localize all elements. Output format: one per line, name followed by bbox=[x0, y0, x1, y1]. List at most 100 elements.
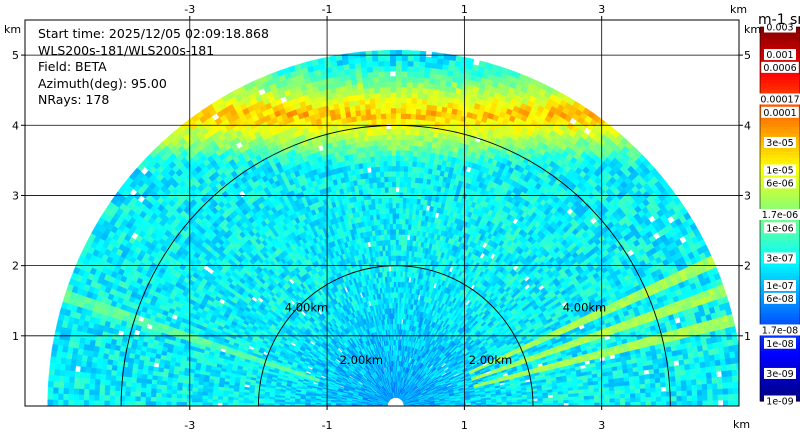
radar-cell bbox=[716, 376, 723, 384]
radar-cell bbox=[669, 375, 677, 382]
radar-cell bbox=[629, 388, 636, 394]
radar-cell bbox=[701, 383, 708, 390]
radar-cell bbox=[660, 381, 667, 388]
radar-cell bbox=[629, 384, 636, 390]
radar-cell bbox=[664, 371, 671, 378]
radar-cell bbox=[635, 397, 642, 402]
radar-cell bbox=[527, 398, 533, 402]
radar-cell bbox=[511, 401, 518, 405]
radar-cell bbox=[624, 397, 631, 403]
radar-cell bbox=[727, 387, 734, 395]
radar-cell bbox=[609, 397, 616, 403]
radar-cell bbox=[588, 391, 595, 396]
radar-cell bbox=[665, 390, 672, 397]
radar-cell bbox=[698, 355, 705, 363]
radar-cell bbox=[609, 394, 616, 399]
radar-cell bbox=[635, 392, 641, 398]
radar-cell bbox=[552, 397, 559, 401]
radar-cell bbox=[583, 395, 590, 400]
radar-cell bbox=[654, 377, 661, 384]
radar-cell bbox=[659, 376, 666, 383]
radar-cell bbox=[633, 375, 640, 381]
radar-cell bbox=[655, 396, 662, 402]
radar-cell bbox=[694, 362, 701, 369]
radar-cell bbox=[727, 393, 734, 401]
radar-cell bbox=[573, 392, 580, 397]
radar-cell bbox=[619, 389, 626, 395]
radar-cell bbox=[568, 399, 575, 404]
radar-cell bbox=[660, 391, 667, 397]
radar-cell bbox=[655, 386, 662, 393]
radar-cell bbox=[675, 380, 682, 387]
radar-cell bbox=[680, 379, 687, 386]
radar-cell bbox=[650, 391, 657, 398]
radar-cell bbox=[609, 390, 616, 395]
radar-cell bbox=[678, 364, 686, 371]
radar-cell bbox=[573, 399, 580, 404]
radar-cell bbox=[614, 401, 621, 406]
radar-cell bbox=[542, 400, 549, 404]
radar-cell bbox=[681, 390, 688, 397]
radar-cell bbox=[684, 368, 691, 376]
radar-cell bbox=[625, 401, 631, 406]
radar-cell bbox=[732, 337, 739, 346]
radar-cell bbox=[547, 397, 554, 401]
radar-cell bbox=[671, 400, 678, 406]
radar-cell bbox=[680, 374, 687, 381]
radar-cell bbox=[731, 375, 739, 383]
radar-cell bbox=[708, 354, 716, 362]
radar-cell bbox=[608, 382, 615, 388]
radar-cell bbox=[659, 372, 666, 378]
radar-cell bbox=[568, 396, 575, 401]
radar-cell bbox=[599, 402, 606, 406]
radar-cell bbox=[649, 377, 656, 384]
radar-cell bbox=[717, 382, 724, 390]
radar-cell bbox=[609, 401, 616, 406]
radar-cell bbox=[552, 399, 559, 404]
radar-cell bbox=[700, 372, 707, 379]
radar-cell bbox=[614, 393, 621, 399]
radar-cell bbox=[712, 399, 719, 406]
radar-cell bbox=[722, 382, 729, 389]
radar-cell bbox=[726, 369, 733, 377]
radar-cell bbox=[614, 397, 621, 403]
radar-scan bbox=[47, 49, 739, 406]
radar-cell bbox=[604, 394, 611, 399]
radar-cell bbox=[583, 391, 590, 397]
radar-cell bbox=[589, 402, 595, 406]
radar-cell bbox=[691, 389, 698, 396]
radar-cell bbox=[706, 383, 713, 390]
radar-cell bbox=[671, 390, 677, 397]
radar-cell bbox=[584, 402, 590, 406]
radar-cell bbox=[676, 400, 683, 406]
radar-cell bbox=[707, 388, 713, 396]
radar-cell bbox=[723, 399, 729, 406]
radar-cell bbox=[578, 399, 585, 403]
radar-cell bbox=[697, 400, 703, 406]
radar-cell bbox=[705, 366, 712, 373]
radar-cell bbox=[696, 378, 703, 385]
radar-cell bbox=[608, 386, 615, 391]
radar-cell bbox=[628, 380, 636, 386]
radar-cell bbox=[630, 401, 636, 406]
radar-cell bbox=[665, 381, 672, 387]
radar-cell bbox=[670, 385, 677, 392]
radar-cell bbox=[681, 400, 688, 406]
radar-cell bbox=[669, 370, 676, 377]
radar-cell bbox=[693, 356, 700, 364]
radar-cell bbox=[732, 387, 739, 395]
radar-cell bbox=[719, 358, 727, 366]
radar-cell bbox=[639, 387, 646, 394]
radar-cell bbox=[697, 394, 703, 401]
radar-cell bbox=[711, 377, 718, 384]
radar-cell bbox=[665, 386, 672, 392]
radar-cell bbox=[645, 396, 652, 402]
radar-cell bbox=[733, 393, 739, 401]
radar-cell bbox=[599, 360, 607, 366]
radar-cell bbox=[735, 362, 739, 370]
radar-cell bbox=[640, 396, 647, 402]
radar-cell bbox=[731, 369, 738, 377]
radar-cell bbox=[724, 357, 732, 365]
radar-cell bbox=[588, 398, 595, 403]
